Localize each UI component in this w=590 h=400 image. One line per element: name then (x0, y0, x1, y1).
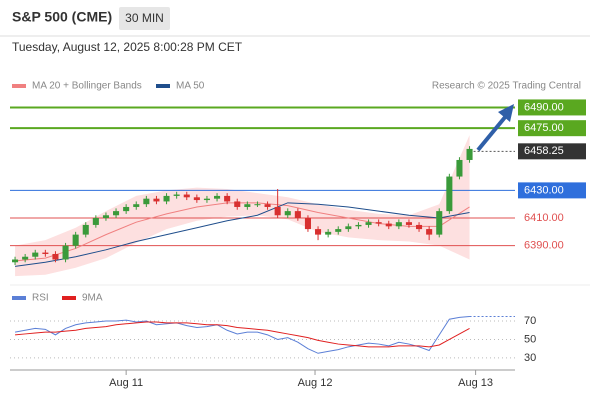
target-arrow-head (498, 104, 514, 122)
rsi-line (15, 321, 470, 348)
candle-body (224, 195, 231, 202)
candle-body (153, 198, 160, 202)
x-tick-label: Aug 13 (458, 377, 493, 389)
legend-label: MA 50 (176, 81, 205, 92)
last-price-label: 6458.25 (524, 145, 564, 157)
level-label: 6490.00 (524, 101, 564, 113)
ma-line (14, 202, 470, 267)
candle-body (143, 198, 150, 205)
candle-body (42, 252, 49, 254)
level-label: 6410.00 (524, 212, 564, 224)
last-price-box (518, 143, 586, 160)
candle-body (466, 148, 473, 160)
level-label: 6475.00 (524, 122, 564, 134)
candle-body (214, 195, 221, 199)
candle-body (315, 229, 322, 235)
candle-body (12, 259, 19, 263)
candle-body (395, 222, 402, 227)
y-tick-label: 30 (524, 352, 536, 364)
candle-body (345, 226, 352, 230)
candle-body (173, 194, 180, 196)
candle-body (416, 224, 423, 230)
candle-body (52, 253, 59, 260)
level-box (518, 99, 586, 116)
credit: Research © 2025 Trading Central (432, 81, 581, 92)
candle-body (294, 211, 301, 219)
candle-body (456, 159, 463, 177)
candle-body (163, 195, 170, 202)
candle-body (113, 211, 120, 216)
candle-body (133, 204, 140, 207)
chart-title: S&P 500 (CME) (12, 9, 112, 25)
ma-line (15, 202, 470, 262)
candle-body (405, 222, 412, 225)
candle-body (82, 224, 89, 235)
x-tick-label: Aug 12 (298, 377, 333, 389)
x-tick-label: Aug 11 (109, 377, 143, 389)
candle-body (203, 198, 210, 201)
candle-body (426, 229, 433, 235)
candle-body (385, 223, 392, 227)
interval: 30 MIN (125, 11, 164, 25)
candle-body (325, 231, 332, 235)
candle-body (22, 256, 29, 260)
candle-body (254, 204, 261, 206)
candle-body (102, 215, 109, 219)
candle-body (304, 218, 311, 230)
bollinger-band (15, 135, 470, 277)
legend-label: 9MA (82, 293, 103, 304)
interval-badge (119, 7, 170, 30)
candle-body (274, 206, 281, 216)
y-tick-label: 70 (524, 315, 536, 327)
candle-body (32, 252, 39, 257)
candle-body (183, 194, 190, 198)
candle-body (123, 206, 130, 212)
candle-body (244, 204, 251, 207)
candle-body (335, 229, 342, 232)
candle-body (193, 197, 200, 201)
candle-body (62, 245, 69, 260)
target-arrow (476, 114, 508, 152)
legend-label: RSI (32, 293, 49, 304)
candle-body (284, 211, 291, 216)
candle-body (234, 201, 241, 207)
candle-body (365, 222, 372, 225)
level-label: 6390.00 (524, 240, 564, 252)
candle-body (375, 222, 382, 224)
y-tick-label: 50 (524, 333, 536, 345)
rsi-line (14, 315, 470, 354)
candle-body (446, 176, 453, 212)
subtitle: Tuesday, August 12, 2025 8:00:28 PM CET (12, 40, 243, 54)
candle-body (92, 218, 99, 225)
candle-body (436, 211, 443, 235)
level-label: 6430.00 (524, 184, 564, 196)
candle-body (264, 204, 271, 207)
legend-label: MA 20 + Bollinger Bands (32, 81, 142, 92)
candle-body (355, 224, 362, 227)
level-box (518, 120, 586, 137)
candle-body (72, 234, 79, 246)
level-box (518, 182, 586, 199)
